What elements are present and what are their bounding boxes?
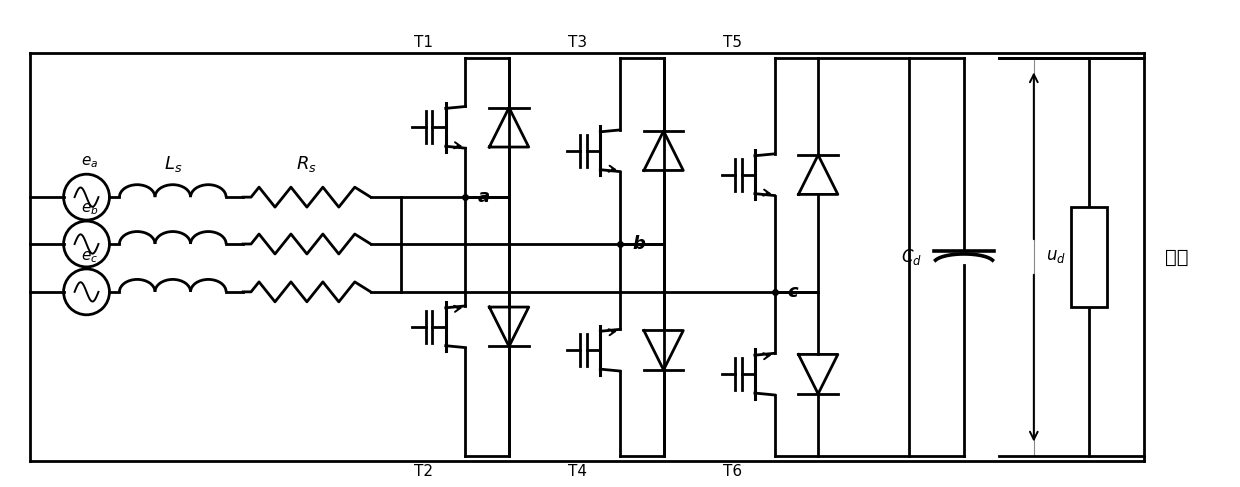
Bar <box>1070 207 1106 307</box>
Text: T5: T5 <box>723 35 742 50</box>
Text: T6: T6 <box>723 465 742 479</box>
Text: T3: T3 <box>568 35 588 50</box>
Text: $R_s$: $R_s$ <box>296 154 317 174</box>
Text: T4: T4 <box>568 465 588 479</box>
Text: $\boldsymbol{b}$: $\boldsymbol{b}$ <box>632 235 646 253</box>
Text: $\boldsymbol{a}$: $\boldsymbol{a}$ <box>477 188 490 206</box>
Text: $C_d$: $C_d$ <box>901 247 923 267</box>
Text: T1: T1 <box>414 35 433 50</box>
Text: $u_d$: $u_d$ <box>1045 248 1065 265</box>
Text: 负载: 负载 <box>1166 247 1189 266</box>
Text: $e_b$: $e_b$ <box>81 201 98 217</box>
Text: $\boldsymbol{c}$: $\boldsymbol{c}$ <box>786 283 799 301</box>
Text: $e_a$: $e_a$ <box>81 154 98 170</box>
Text: T2: T2 <box>414 465 433 479</box>
Text: $e_c$: $e_c$ <box>81 249 98 264</box>
Text: $L_s$: $L_s$ <box>164 154 182 174</box>
